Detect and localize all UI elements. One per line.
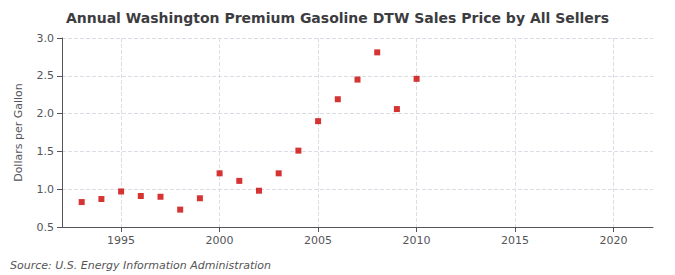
- svg-text:1.5: 1.5: [37, 145, 55, 158]
- svg-text:Source: U.S. Energy Informatio: Source: U.S. Energy Information Administ…: [10, 259, 271, 272]
- svg-text:Dollars per Gallon: Dollars per Gallon: [12, 83, 25, 182]
- svg-text:0.5: 0.5: [37, 221, 55, 234]
- svg-text:2010: 2010: [403, 234, 431, 247]
- svg-text:2015: 2015: [501, 234, 529, 247]
- svg-text:Annual Washington Premium Gaso: Annual Washington Premium Gasoline DTW S…: [66, 10, 609, 26]
- svg-text:2.0: 2.0: [37, 107, 55, 120]
- svg-text:2000: 2000: [206, 234, 234, 247]
- svg-text:3.0: 3.0: [37, 32, 55, 45]
- svg-text:2.5: 2.5: [37, 69, 55, 82]
- svg-text:1995: 1995: [107, 234, 135, 247]
- svg-text:1.0: 1.0: [37, 183, 55, 196]
- svg-text:2005: 2005: [304, 234, 332, 247]
- svg-text:2020: 2020: [600, 234, 628, 247]
